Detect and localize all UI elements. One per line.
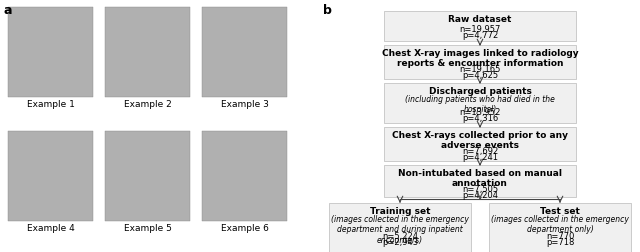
Text: n=7,692: n=7,692 [462,147,498,156]
Text: n=7,505: n=7,505 [462,185,498,194]
Text: n=19,165: n=19,165 [460,65,500,74]
Text: Chest X-ray images linked to radiology
reports & encounter information: Chest X-ray images linked to radiology r… [381,49,579,68]
Text: Raw dataset: Raw dataset [448,15,512,24]
Text: n=19,957: n=19,957 [460,25,500,34]
FancyBboxPatch shape [202,131,287,221]
Text: Example 1: Example 1 [27,100,74,109]
FancyBboxPatch shape [384,127,576,161]
FancyBboxPatch shape [202,7,287,97]
Text: Example 3: Example 3 [221,100,268,109]
FancyBboxPatch shape [384,165,576,197]
Text: p=4,241: p=4,241 [462,153,498,162]
Text: p=4,772: p=4,772 [462,31,498,40]
Text: a: a [4,4,13,17]
Text: Example 5: Example 5 [124,224,172,233]
Text: p=4,625: p=4,625 [462,71,498,80]
FancyBboxPatch shape [105,7,190,97]
Text: p=4,316: p=4,316 [462,114,498,123]
Text: (images collected in the emergency
department only): (images collected in the emergency depar… [491,215,629,234]
Text: p=4,204: p=4,204 [462,191,498,200]
Text: (images collected in the emergency
department and during inpatient
encounters): (images collected in the emergency depar… [331,215,469,245]
Text: Example 2: Example 2 [124,100,172,109]
FancyBboxPatch shape [329,203,471,252]
Text: p=2,943: p=2,943 [382,238,418,247]
Text: Example 6: Example 6 [221,224,268,233]
Text: Training set: Training set [370,207,430,216]
Text: b: b [323,4,332,17]
Text: p=718: p=718 [546,238,574,247]
Text: Test set: Test set [540,207,580,216]
FancyBboxPatch shape [384,11,576,41]
FancyBboxPatch shape [384,83,576,123]
Text: n=770: n=770 [546,232,574,241]
Text: n=13,952: n=13,952 [460,108,500,117]
FancyBboxPatch shape [8,131,93,221]
FancyBboxPatch shape [489,203,631,252]
FancyBboxPatch shape [384,45,576,79]
Text: Discharged patients: Discharged patients [429,87,531,96]
Text: Example 4: Example 4 [27,224,74,233]
FancyBboxPatch shape [105,131,190,221]
Text: n=5,224: n=5,224 [382,232,418,241]
FancyBboxPatch shape [8,7,93,97]
Text: (including patients who had died in the
hospital): (including patients who had died in the … [405,95,555,114]
Text: Chest X-rays collected prior to any
adverse events: Chest X-rays collected prior to any adve… [392,131,568,150]
Text: Non-intubated based on manual
annotation: Non-intubated based on manual annotation [398,169,562,188]
